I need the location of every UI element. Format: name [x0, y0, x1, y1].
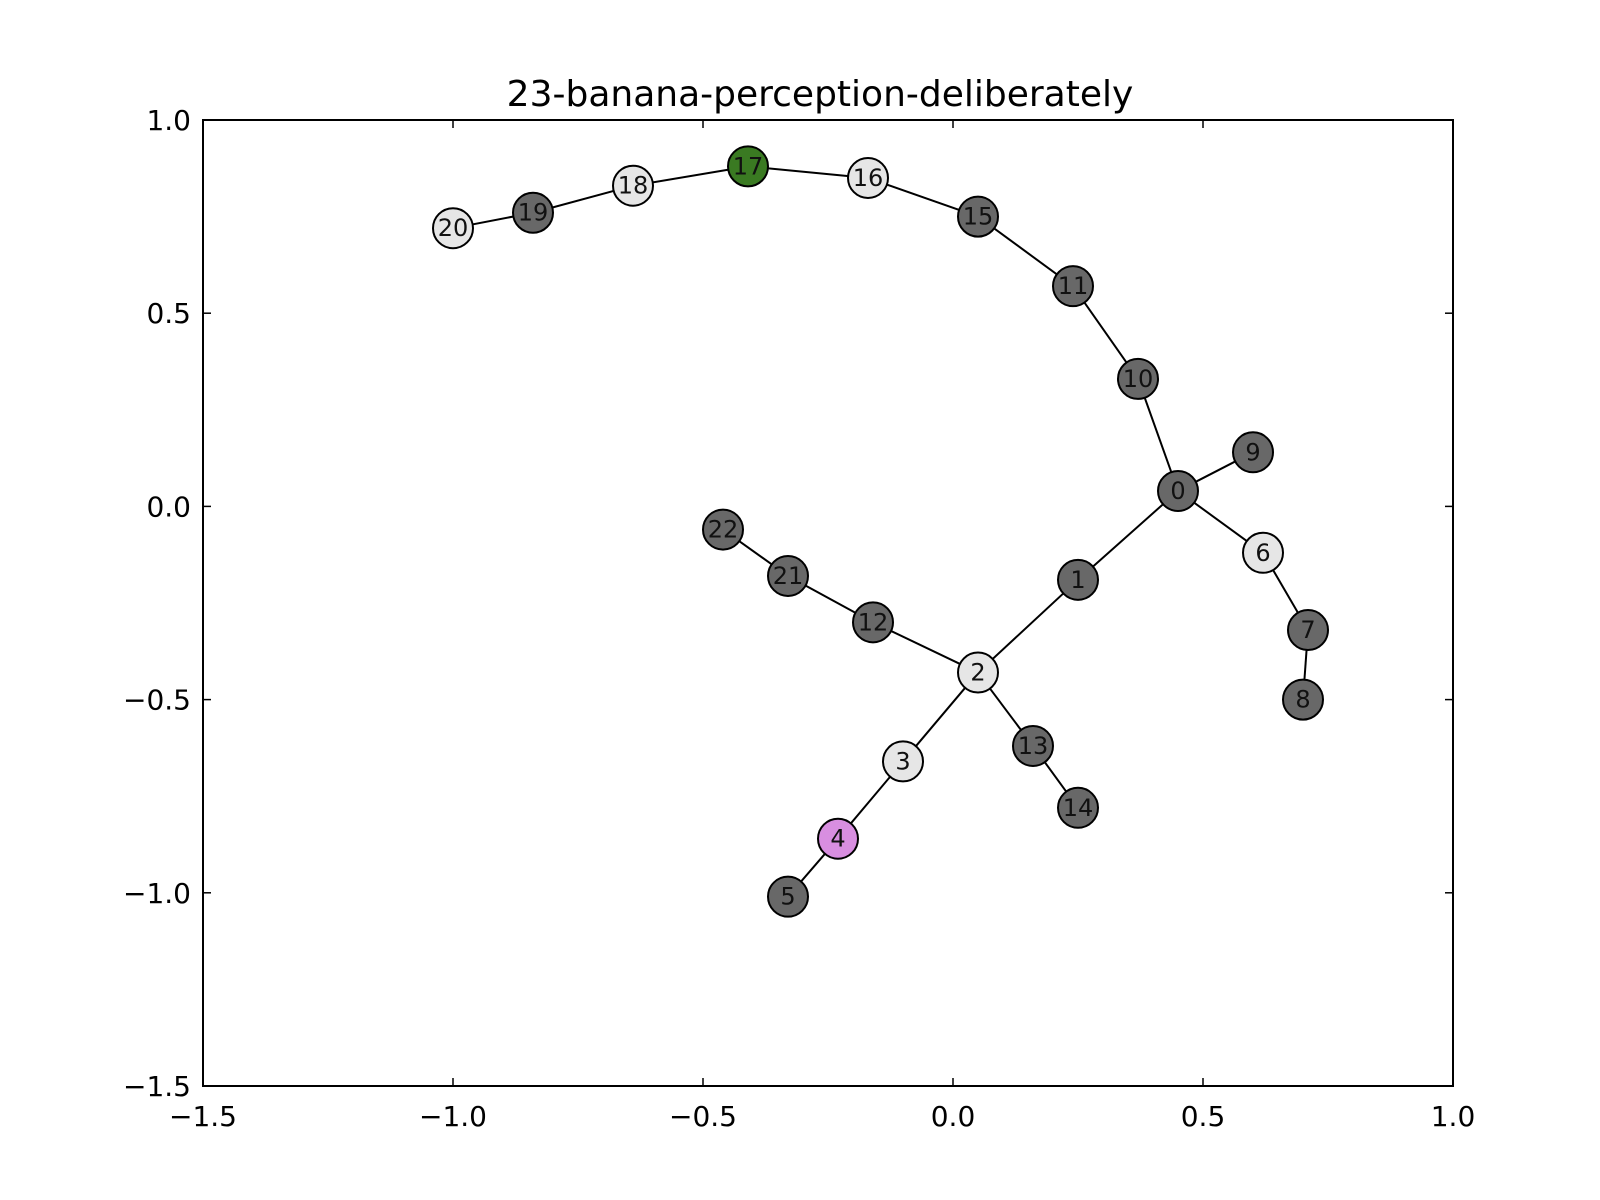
node-circle-1 [1057, 558, 1099, 601]
node-circle-16 [847, 156, 889, 199]
node-circle-2 [957, 651, 999, 694]
node-circle-11 [1052, 265, 1094, 308]
node-circle-21 [767, 554, 809, 597]
node-10: 10 [1117, 357, 1159, 400]
node-label-0: 0 [1170, 477, 1185, 505]
node-5: 5 [767, 875, 809, 918]
node-7: 7 [1287, 609, 1329, 652]
node-label-21: 21 [773, 562, 804, 590]
edge-1-2 [977, 579, 1079, 674]
node-22: 22 [702, 508, 744, 551]
node-circle-18 [612, 164, 654, 207]
node-label-15: 15 [963, 203, 994, 231]
node-circle-22 [702, 508, 744, 551]
node-1: 1 [1057, 558, 1099, 601]
node-label-3: 3 [895, 747, 910, 775]
node-14: 14 [1057, 786, 1099, 829]
node-circle-20 [432, 207, 474, 250]
node-circle-10 [1117, 357, 1159, 400]
node-label-22: 22 [708, 516, 739, 544]
node-label-4: 4 [830, 825, 845, 853]
node-4: 4 [817, 817, 859, 860]
y-tick-label: −0.5 [123, 684, 191, 717]
node-circle-6 [1242, 531, 1284, 574]
node-circle-9 [1232, 431, 1274, 474]
node-label-9: 9 [1245, 438, 1260, 466]
node-12: 12 [852, 601, 894, 644]
node-13: 13 [1012, 724, 1054, 767]
node-circle-15 [957, 195, 999, 238]
x-tick-label: −1.5 [169, 1100, 237, 1133]
node-11: 11 [1052, 265, 1094, 308]
node-circle-19 [512, 191, 554, 234]
node-8: 8 [1282, 678, 1324, 721]
node-20: 20 [432, 207, 474, 250]
node-label-17: 17 [733, 152, 764, 180]
y-tick-label: 0.0 [146, 490, 191, 523]
node-label-19: 19 [518, 199, 549, 227]
node-15: 15 [957, 195, 999, 238]
x-tick-label: 0.0 [931, 1100, 976, 1133]
node-circle-8 [1282, 678, 1324, 721]
edge-0-1 [1077, 490, 1179, 581]
y-tick-label: 0.5 [146, 297, 191, 330]
node-circle-12 [852, 601, 894, 644]
node-9: 9 [1232, 431, 1274, 474]
node-6: 6 [1242, 531, 1284, 574]
node-21: 21 [767, 554, 809, 597]
edges-layer [452, 165, 1309, 898]
node-17: 17 [727, 145, 769, 188]
node-circle-17 [727, 145, 769, 188]
node-label-1: 1 [1070, 566, 1085, 594]
node-16: 16 [847, 156, 889, 199]
node-19: 19 [512, 191, 554, 234]
node-label-11: 11 [1058, 272, 1089, 300]
node-label-5: 5 [780, 883, 795, 911]
y-tick-label: 1.0 [146, 104, 191, 137]
node-0: 0 [1157, 469, 1199, 512]
node-circle-7 [1287, 609, 1329, 652]
node-label-13: 13 [1018, 732, 1049, 760]
node-2: 2 [957, 651, 999, 694]
node-label-14: 14 [1063, 794, 1094, 822]
node-label-16: 16 [853, 164, 884, 192]
x-tick-label: 1.0 [1431, 1100, 1476, 1133]
node-circle-0 [1157, 469, 1199, 512]
node-circle-14 [1057, 786, 1099, 829]
node-circle-13 [1012, 724, 1054, 767]
node-label-18: 18 [618, 172, 649, 200]
node-circle-3 [882, 740, 924, 783]
node-label-2: 2 [970, 659, 985, 687]
chart-title: 23-banana-perception-deliberately [507, 74, 1134, 115]
x-tick-label: −0.5 [669, 1100, 737, 1133]
node-label-20: 20 [438, 214, 469, 242]
x-tick-label: 0.5 [1181, 1100, 1226, 1133]
y-tick-label: −1.0 [123, 877, 191, 910]
x-tick-label: −1.0 [419, 1100, 487, 1133]
node-label-10: 10 [1123, 365, 1154, 393]
node-3: 3 [882, 740, 924, 783]
node-label-12: 12 [858, 608, 889, 636]
axes-frame [202, 119, 1454, 1087]
node-circle-4 [817, 817, 859, 860]
y-tick-label: −1.5 [123, 1070, 191, 1103]
node-label-7: 7 [1300, 616, 1315, 644]
node-18: 18 [612, 164, 654, 207]
node-label-6: 6 [1255, 539, 1270, 567]
node-label-8: 8 [1295, 686, 1310, 714]
ticks-layer: −1.5 −1.0 −0.5 0.0 0.5 1.0 −1.5 −1.0 −0.5 0.0 0.5 1… [123, 104, 1475, 1133]
node-circle-5 [767, 875, 809, 918]
